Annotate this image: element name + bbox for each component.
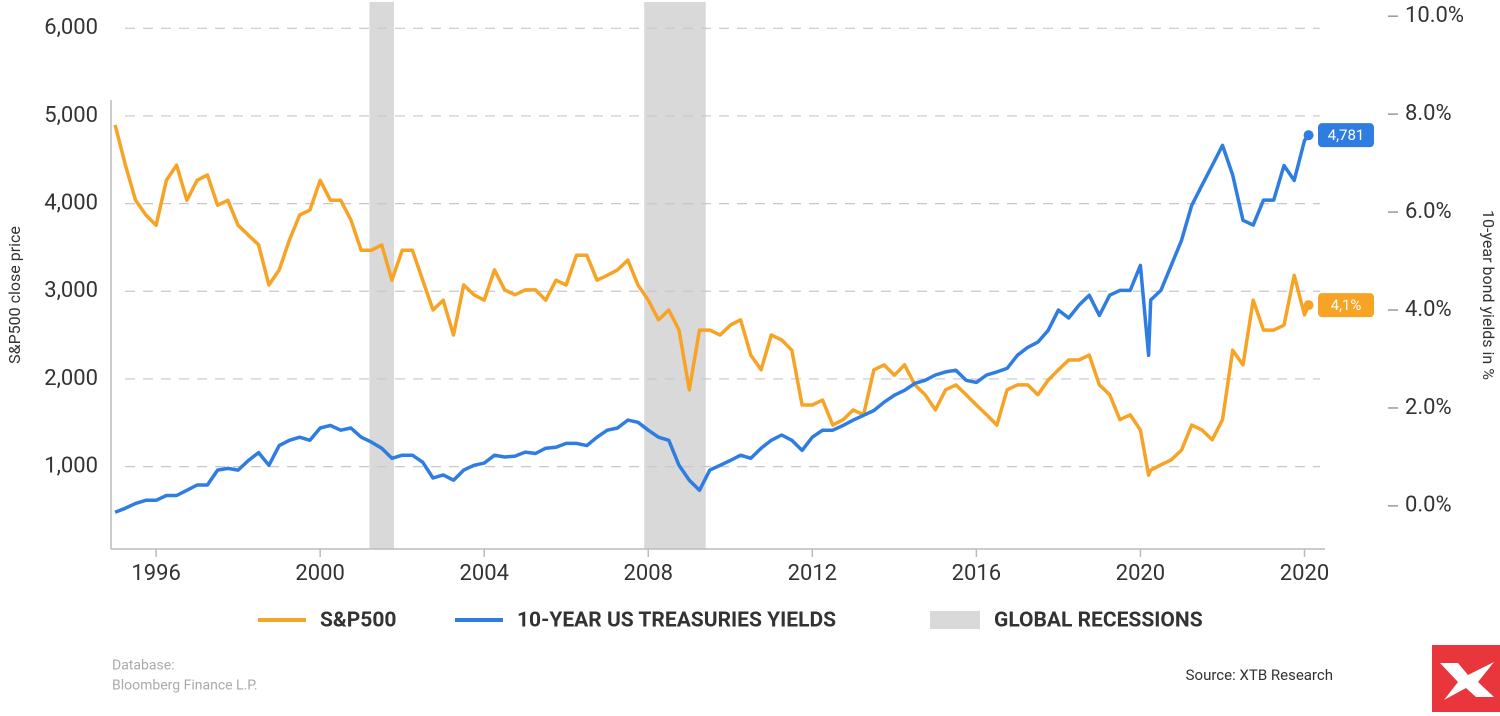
logo bbox=[1432, 645, 1500, 712]
y2-axis-title: 10-year bond yields in % bbox=[1479, 210, 1498, 380]
y-tick-label: 6,000 bbox=[44, 15, 98, 40]
end-label: 4,781 bbox=[1328, 126, 1365, 144]
legend-label: 10-YEAR US TREASURIES YIELDS bbox=[517, 609, 836, 633]
x-tick-label: 1996 bbox=[131, 561, 180, 586]
x-tick-label: 2016 bbox=[952, 561, 1001, 586]
y-tick-label: 5,000 bbox=[44, 103, 98, 128]
end-point bbox=[1303, 130, 1314, 141]
footer-database: Database: bbox=[112, 658, 175, 674]
end-badge bbox=[1318, 293, 1374, 318]
y-tick-label: 1,000 bbox=[44, 453, 98, 478]
x-tick-label: 2020 bbox=[1116, 561, 1165, 586]
footer-provider: Bloomberg Finance L.P. bbox=[112, 678, 258, 694]
x-tick-label: 2004 bbox=[459, 561, 508, 586]
legend-swatch bbox=[930, 611, 980, 629]
end-point bbox=[1303, 300, 1314, 311]
y2-tick-label: 4.0% bbox=[1405, 297, 1452, 322]
series-line bbox=[113, 124, 1311, 477]
y2-tick-label: 2.0% bbox=[1405, 395, 1452, 420]
end-label: 4,1% bbox=[1331, 296, 1362, 314]
y2-tick-label: 8.0% bbox=[1405, 101, 1452, 126]
series-line bbox=[114, 134, 1310, 514]
legend-label: S&P500 bbox=[320, 609, 396, 633]
y2-tick-label: 6.0% bbox=[1405, 199, 1452, 224]
y2-tick-label: 10.0% bbox=[1405, 3, 1464, 28]
y-tick-label: 4,000 bbox=[44, 190, 98, 215]
x-tick-label: 2012 bbox=[788, 561, 837, 586]
y-axis-title: S&P500 close price bbox=[5, 226, 24, 364]
x-tick-label: 2020 bbox=[1280, 561, 1329, 586]
end-badge bbox=[1318, 123, 1374, 148]
x-tick-label: 2008 bbox=[624, 561, 673, 586]
y2-tick-label: 0.0% bbox=[1405, 493, 1452, 518]
y-tick-label: 3,000 bbox=[44, 278, 98, 303]
x-tick-label: 2000 bbox=[295, 561, 344, 586]
y-tick-label: 2,000 bbox=[44, 366, 98, 391]
legend-label: GLOBAL RECESSIONS bbox=[994, 609, 1203, 633]
footer-source: Source: XTB Research bbox=[1186, 666, 1333, 684]
